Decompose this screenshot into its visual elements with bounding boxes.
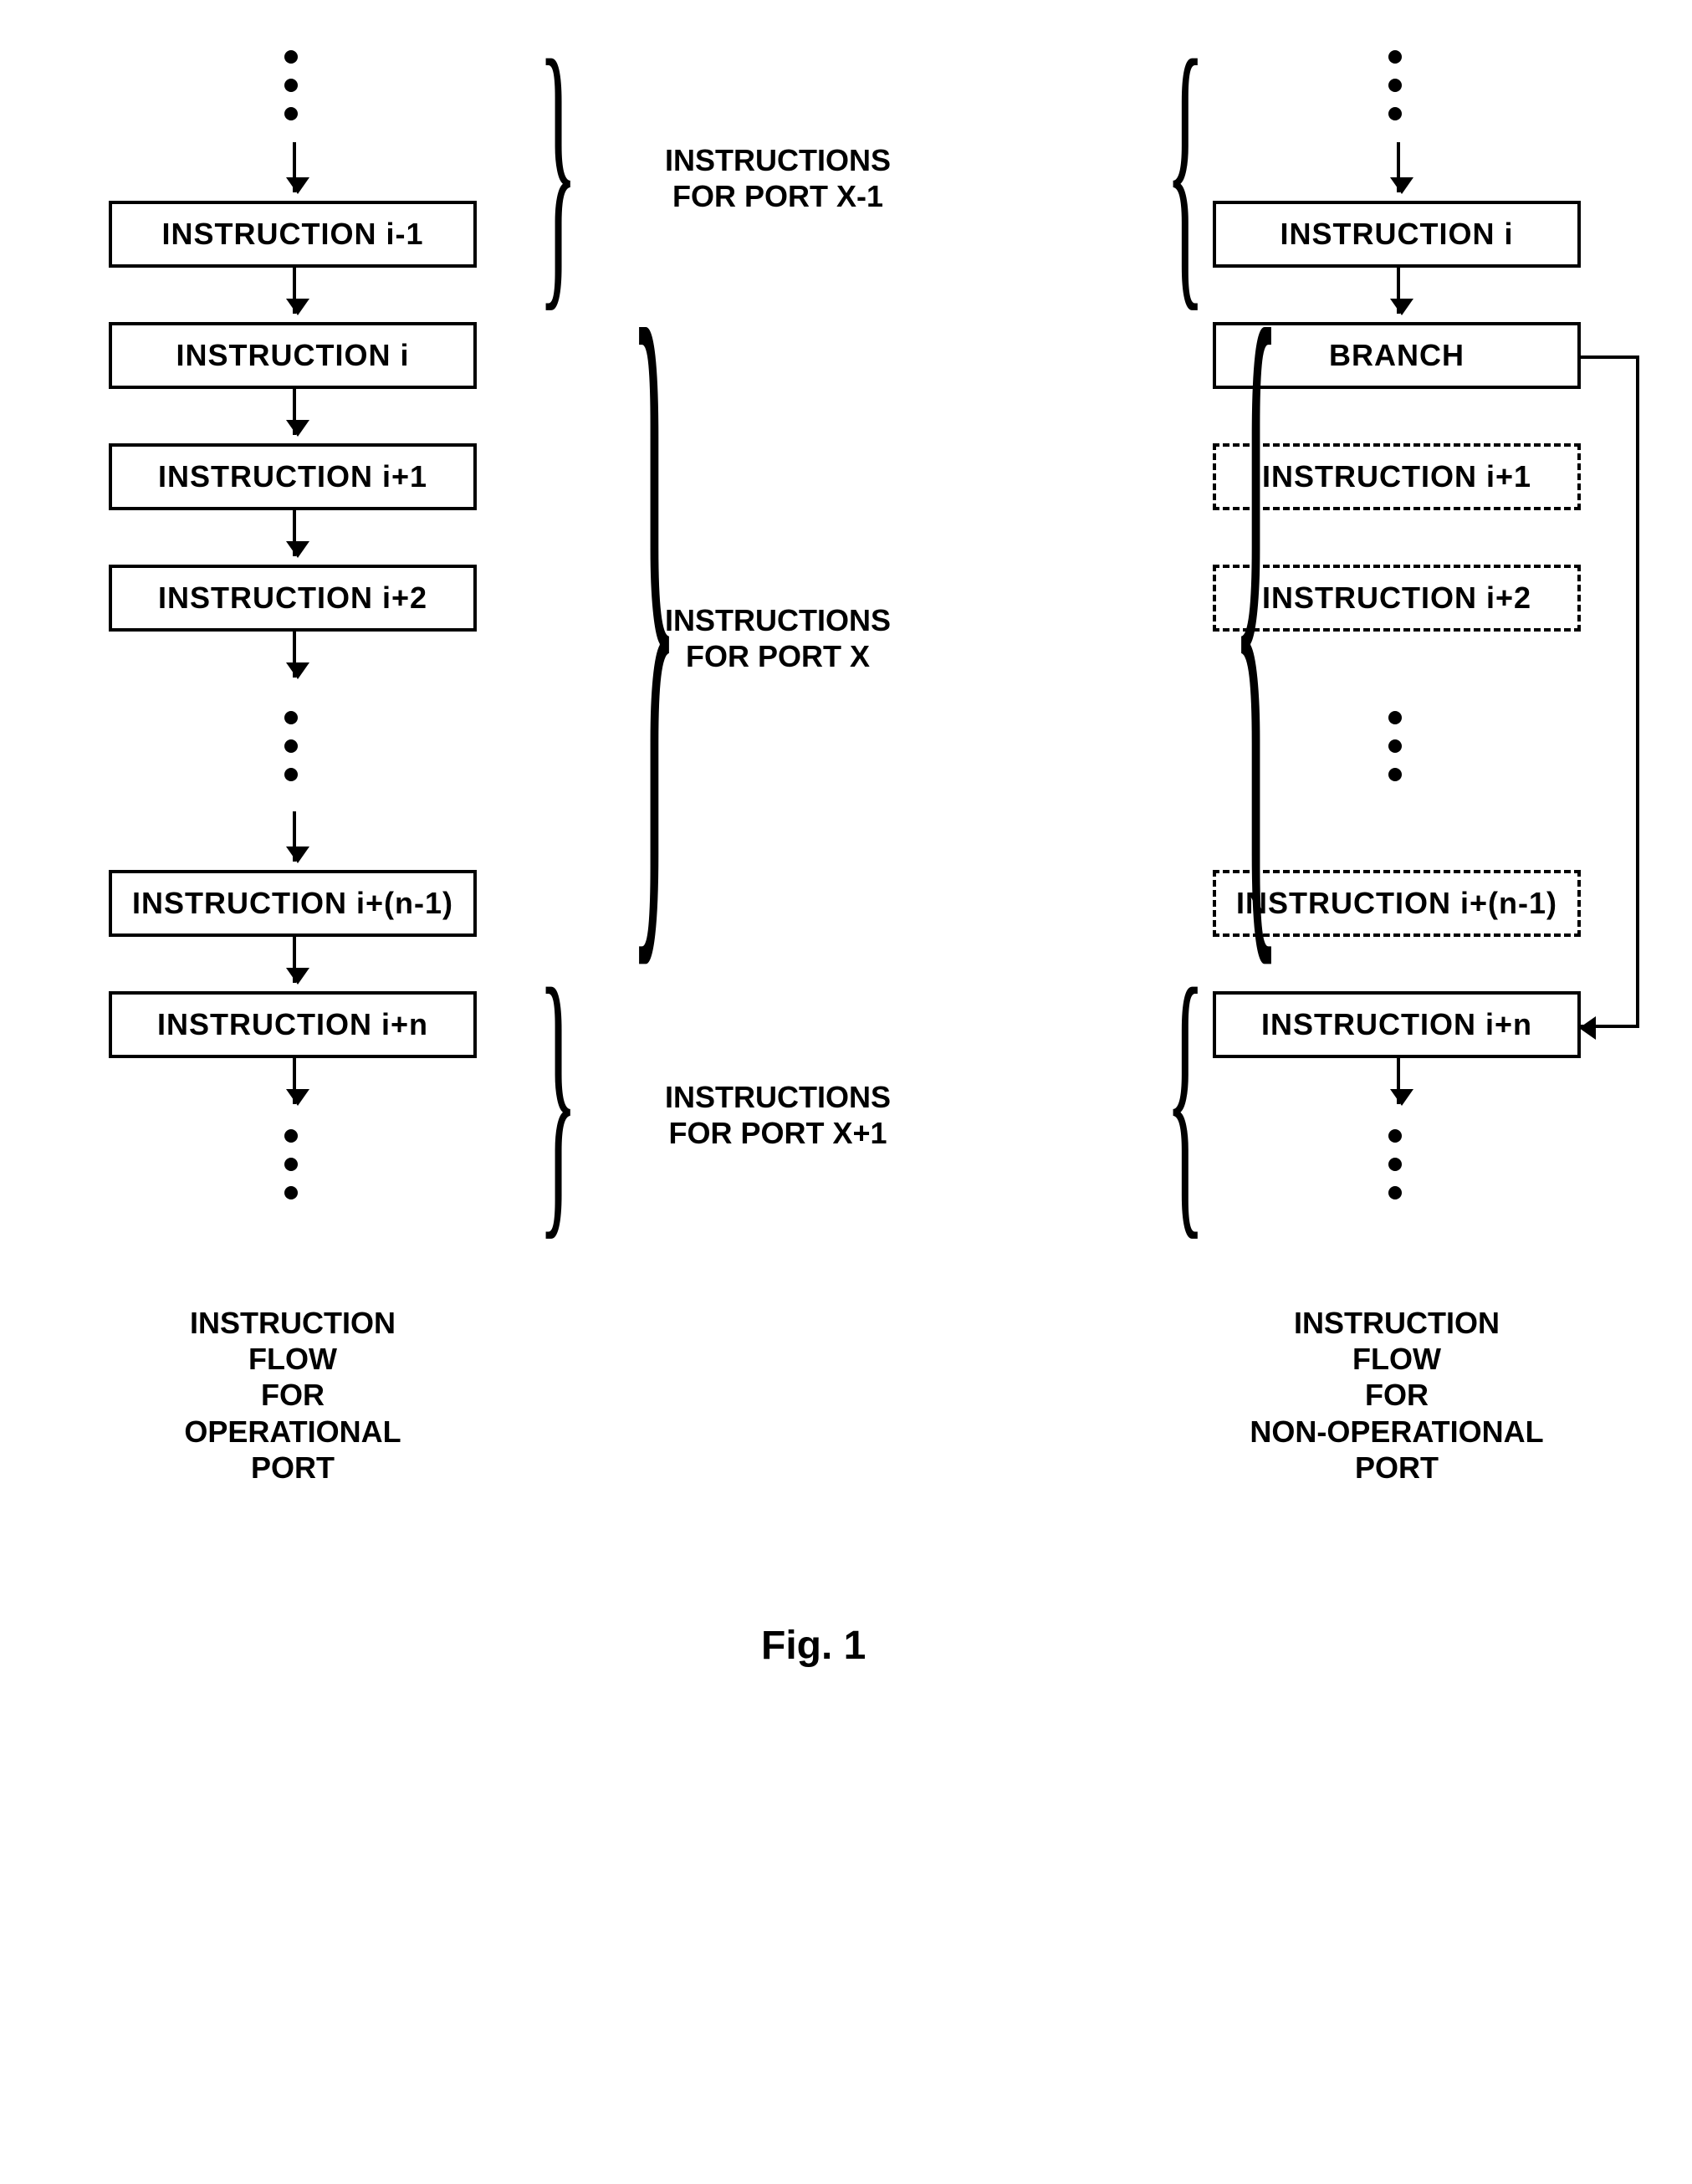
instruction-flow-diagram: INSTRUCTION i-1 INSTRUCTION i INSTRUCTIO… xyxy=(33,33,1659,2151)
right-dots-top xyxy=(1388,50,1402,120)
left-arrow-3 xyxy=(293,510,296,556)
left-box-i-plus-n-minus-1: INSTRUCTION i+(n-1) xyxy=(109,870,477,937)
branch-line-down xyxy=(1636,355,1639,1025)
left-arrow-4 xyxy=(293,632,296,678)
left-box-i-plus-n: INSTRUCTION i+n xyxy=(109,991,477,1058)
left-box-i-plus-2: INSTRUCTION i+2 xyxy=(109,565,477,632)
right-caption: INSTRUCTION FLOW FOR NON-OPERATIONAL POR… xyxy=(1246,1305,1547,1486)
brace-right-x-1: { xyxy=(1166,15,1205,320)
left-dots-top xyxy=(284,50,298,120)
left-arrow-2 xyxy=(293,389,296,435)
right-dots-mid xyxy=(1388,711,1402,781)
right-arrow-1 xyxy=(1397,268,1400,314)
brace-left-x-plus-1: } xyxy=(539,944,578,1248)
box-label: INSTRUCTION i+n xyxy=(157,1007,428,1042)
left-arrow-1 xyxy=(293,268,296,314)
box-label: INSTRUCTION i-1 xyxy=(161,217,423,252)
box-label: INSTRUCTION i+(n-1) xyxy=(132,886,453,921)
left-arrow-6 xyxy=(293,937,296,983)
figure-label: Fig. 1 xyxy=(761,1623,866,1669)
box-label: INSTRUCTION i+2 xyxy=(1262,581,1531,616)
box-label: INSTRUCTION i+2 xyxy=(158,581,427,616)
left-arrow-5 xyxy=(293,811,296,862)
box-label: BRANCH xyxy=(1329,338,1465,373)
box-label: INSTRUCTION i+(n-1) xyxy=(1236,886,1557,921)
left-box-i: INSTRUCTION i xyxy=(109,322,477,389)
left-dots-bottom xyxy=(284,1129,298,1199)
left-dots-mid xyxy=(284,711,298,781)
branch-line-in xyxy=(1581,1025,1639,1028)
box-label: INSTRUCTION i+1 xyxy=(158,459,427,494)
brace-right-x-plus-1: { xyxy=(1166,944,1205,1248)
right-dots-bottom xyxy=(1388,1129,1402,1199)
box-label: INSTRUCTION i xyxy=(176,338,410,373)
left-box-i-plus-1: INSTRUCTION i+1 xyxy=(109,443,477,510)
box-label: INSTRUCTION i+n xyxy=(1261,1007,1532,1042)
brace-right-x: { xyxy=(1232,217,1281,987)
center-label-x-plus-1: INSTRUCTIONS FOR PORT X+1 xyxy=(627,1079,928,1151)
left-box-i-minus-1: INSTRUCTION i-1 xyxy=(109,201,477,268)
brace-left-x-1: } xyxy=(539,15,578,320)
left-arrow-0 xyxy=(293,142,296,192)
branch-line-out xyxy=(1581,355,1639,359)
left-caption: INSTRUCTION FLOW FOR OPERATIONAL PORT xyxy=(142,1305,443,1486)
box-label: INSTRUCTION i xyxy=(1281,217,1514,252)
box-label: INSTRUCTION i+1 xyxy=(1262,459,1531,494)
left-arrow-7 xyxy=(293,1058,296,1104)
right-arrow-7 xyxy=(1397,1058,1400,1104)
center-label-x: INSTRUCTIONS FOR PORT X xyxy=(627,602,928,674)
right-arrow-0 xyxy=(1397,142,1400,192)
